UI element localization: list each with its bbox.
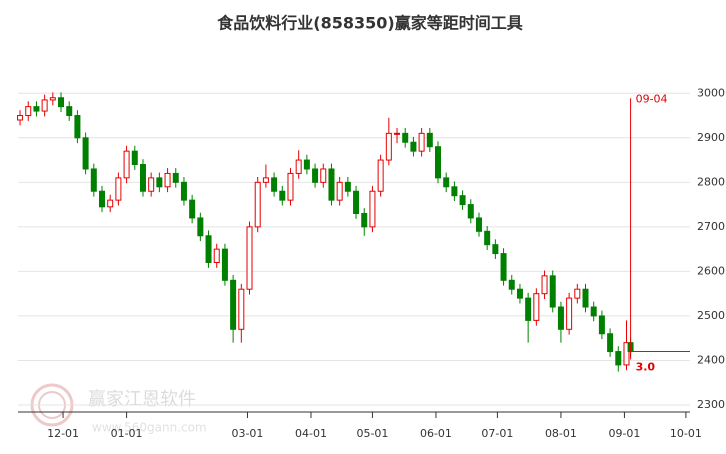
x-tick-label: 05-01 xyxy=(356,427,388,440)
y-tick-label: 2900 xyxy=(697,131,725,144)
candle-body xyxy=(17,115,24,121)
candle-body xyxy=(197,217,204,237)
candle-body xyxy=(475,217,482,232)
candle-body xyxy=(328,168,335,201)
candle-body xyxy=(557,306,564,330)
x-tick-label: 03-01 xyxy=(231,427,263,440)
y-tick-label: 2500 xyxy=(697,309,725,322)
watermark-url: www.560gann.com xyxy=(92,421,207,435)
x-tick-label: 04-01 xyxy=(295,427,327,440)
candle-body xyxy=(320,168,327,183)
candle-body xyxy=(615,351,622,366)
candle-body xyxy=(590,306,597,317)
candle-body xyxy=(238,288,245,330)
candle-body xyxy=(582,288,589,308)
x-tick-label: 01-01 xyxy=(111,427,143,440)
candle-body xyxy=(443,177,450,188)
candle-body xyxy=(295,159,302,174)
marker-note: 3.0 xyxy=(636,361,656,374)
candle-body xyxy=(213,248,220,263)
candle-body xyxy=(139,164,146,192)
candle-body xyxy=(377,159,384,192)
candle-body xyxy=(410,141,417,152)
candle-body xyxy=(541,275,548,295)
candle-body xyxy=(148,177,155,192)
candle-body xyxy=(156,177,163,188)
candle-body xyxy=(623,342,630,366)
y-tick-label: 2800 xyxy=(697,175,725,188)
candle-body xyxy=(418,132,425,152)
candle-body xyxy=(426,132,433,148)
candle-body xyxy=(451,186,458,197)
candle-body xyxy=(287,172,294,201)
candle-body xyxy=(123,150,130,179)
candle-body xyxy=(49,97,56,101)
candle-body xyxy=(353,190,360,215)
candle-body xyxy=(33,106,40,112)
candle-body xyxy=(336,181,343,201)
y-tick-label: 2600 xyxy=(697,264,725,277)
x-tick-label: 07-01 xyxy=(481,427,513,440)
candle-body xyxy=(312,168,319,183)
candle-body xyxy=(82,137,89,170)
candle-body xyxy=(279,190,286,201)
candle-body xyxy=(549,275,556,308)
candle-body xyxy=(99,190,105,208)
candle-body xyxy=(172,172,179,183)
candle-body xyxy=(254,181,261,228)
x-tick-label: 10-01 xyxy=(670,427,702,440)
candle-body xyxy=(58,97,65,108)
candle-body xyxy=(500,253,507,281)
x-tick-label: 06-01 xyxy=(420,427,452,440)
candle-body xyxy=(246,226,253,290)
candle-body xyxy=(435,146,441,179)
y-tick-label: 3000 xyxy=(697,86,725,99)
candle-body xyxy=(607,333,614,353)
watermark-name: 赢家江恩软件 xyxy=(88,388,196,410)
candle-body xyxy=(66,106,73,117)
candle-body xyxy=(508,279,515,290)
candle-body xyxy=(74,115,81,139)
candle-body xyxy=(90,168,97,192)
candle-body xyxy=(484,230,491,246)
y-tick-label: 2700 xyxy=(697,220,725,233)
candle-body xyxy=(361,213,368,228)
candle-body xyxy=(394,132,401,135)
candle-body xyxy=(533,293,540,321)
candle-body xyxy=(262,177,269,183)
candle-body xyxy=(189,199,196,219)
candle-body xyxy=(598,315,605,335)
candle-body xyxy=(525,297,532,321)
candle-body xyxy=(107,199,114,208)
candle-body xyxy=(459,195,466,206)
candle-body xyxy=(205,235,212,263)
candle-body xyxy=(303,159,310,170)
candle-body xyxy=(369,190,376,228)
candle-body xyxy=(566,297,573,330)
x-tick-label: 08-01 xyxy=(545,427,577,440)
chart-title: 食品饮料行业(858350)赢家等距时间工具 xyxy=(216,14,522,33)
x-tick-label: 09-01 xyxy=(608,427,640,440)
candle-body xyxy=(574,288,581,299)
y-tick-label: 2400 xyxy=(697,353,725,366)
candle-body xyxy=(344,181,351,192)
candle-body xyxy=(467,204,474,219)
candle-body xyxy=(271,177,278,192)
candle-body xyxy=(221,248,228,281)
candle-body xyxy=(25,106,32,117)
candle-body xyxy=(516,288,523,299)
candle-body xyxy=(385,132,392,161)
x-tick-label: 12-01 xyxy=(47,427,79,440)
y-tick-label: 2300 xyxy=(697,398,725,411)
candle-body xyxy=(164,172,171,188)
candle-body xyxy=(180,181,187,201)
candle-body xyxy=(131,150,138,166)
marker-label: 09-04 xyxy=(636,92,668,105)
candle-body xyxy=(402,132,409,143)
candle-body xyxy=(115,177,122,201)
candle-body xyxy=(230,279,237,330)
candle-body xyxy=(492,244,499,255)
candle-body xyxy=(41,99,48,112)
